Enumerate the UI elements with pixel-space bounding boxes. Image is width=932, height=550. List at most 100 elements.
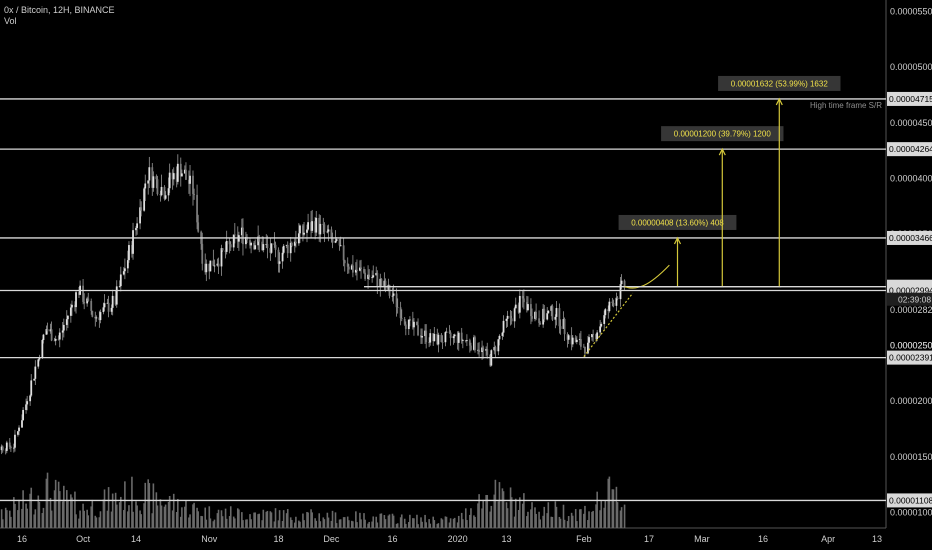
volume-bar bbox=[559, 518, 562, 528]
candle-body bbox=[183, 169, 186, 174]
volume-bar bbox=[82, 503, 84, 528]
volume-bar bbox=[115, 504, 118, 528]
volume-bar bbox=[63, 485, 65, 528]
volume-bar bbox=[570, 512, 573, 528]
volume-bar bbox=[232, 516, 235, 528]
candle-body bbox=[420, 335, 422, 338]
volume-bar bbox=[14, 503, 16, 528]
volume-bar bbox=[175, 511, 178, 528]
volume-bar bbox=[323, 519, 326, 528]
volume-bar bbox=[592, 510, 594, 528]
candle-body bbox=[135, 227, 137, 231]
candle-body bbox=[559, 326, 562, 329]
candle-body bbox=[163, 186, 166, 199]
candle-body bbox=[54, 338, 57, 341]
x-tick-label: 16 bbox=[387, 534, 397, 544]
volume-bar bbox=[86, 509, 88, 528]
candle-body bbox=[620, 280, 623, 285]
candle-body bbox=[167, 188, 170, 196]
volume-bar bbox=[395, 523, 398, 528]
volume-bar bbox=[433, 520, 436, 528]
candle-body bbox=[303, 232, 305, 235]
price-tag bbox=[887, 493, 932, 508]
volume-bar bbox=[387, 515, 390, 528]
volume-bar bbox=[70, 494, 72, 528]
candle-body bbox=[110, 307, 113, 312]
candle-body bbox=[428, 342, 431, 343]
candle-body bbox=[449, 332, 452, 339]
volume-bar bbox=[164, 504, 167, 528]
volume-bar bbox=[514, 498, 517, 528]
candle-body bbox=[433, 333, 436, 342]
volume-bar bbox=[550, 516, 553, 528]
volume-bar bbox=[474, 516, 476, 528]
candle-body bbox=[213, 265, 216, 267]
volume-bar bbox=[291, 519, 293, 528]
volume-bar bbox=[498, 482, 501, 528]
x-tick-label: 13 bbox=[501, 534, 511, 544]
volume-bar bbox=[542, 515, 544, 528]
candle-body bbox=[50, 329, 53, 341]
volume-bar bbox=[0, 509, 3, 528]
candle-body bbox=[371, 277, 374, 279]
candle-body bbox=[156, 179, 159, 195]
volume-bar bbox=[118, 502, 121, 528]
volume-bar bbox=[42, 507, 45, 528]
volume-bar bbox=[584, 505, 586, 528]
volume-bar bbox=[578, 509, 581, 528]
volume-bar bbox=[322, 517, 325, 528]
y-tick-label: 0.00001000 bbox=[890, 507, 932, 517]
candle-body bbox=[543, 308, 546, 320]
volume-bar bbox=[409, 514, 411, 528]
candle-body bbox=[282, 245, 285, 253]
candle-body bbox=[335, 239, 338, 241]
candle-body bbox=[360, 267, 362, 270]
volume-bar bbox=[571, 515, 574, 528]
candle-body bbox=[192, 175, 194, 194]
candle-body bbox=[25, 404, 27, 410]
candle-body bbox=[69, 307, 72, 316]
candle-body bbox=[567, 335, 570, 340]
candle-body bbox=[136, 223, 138, 228]
volume-bar bbox=[128, 505, 130, 528]
volume-bar bbox=[547, 502, 550, 528]
candle-body bbox=[339, 245, 342, 247]
candle-body bbox=[534, 312, 536, 319]
volume-bar bbox=[554, 501, 557, 528]
candle-body bbox=[139, 207, 141, 224]
candle-body bbox=[4, 450, 7, 452]
volume-bar bbox=[50, 510, 53, 528]
candle-body bbox=[61, 330, 64, 333]
candle-body bbox=[225, 241, 228, 252]
volume-bar bbox=[49, 497, 52, 528]
volume-bar bbox=[299, 521, 301, 528]
candle-body bbox=[65, 319, 68, 325]
volume-bar bbox=[102, 499, 105, 528]
volume-bar bbox=[269, 511, 272, 528]
candle-body bbox=[91, 310, 94, 317]
candle-body bbox=[1, 446, 4, 451]
volume-bar bbox=[17, 510, 19, 528]
candle-body bbox=[514, 304, 517, 309]
candle-body bbox=[347, 266, 350, 270]
volume-bar bbox=[530, 509, 532, 528]
candle-body bbox=[432, 333, 435, 342]
volume-bar bbox=[464, 508, 467, 528]
candle-body bbox=[456, 334, 459, 343]
candle-body bbox=[342, 245, 345, 261]
candle-body bbox=[98, 317, 101, 321]
candle-body bbox=[570, 335, 573, 345]
volume-bar bbox=[490, 505, 493, 528]
candle-body bbox=[197, 222, 200, 232]
volume-bar bbox=[421, 521, 423, 528]
volume-bar bbox=[388, 514, 391, 528]
candle-body bbox=[424, 330, 426, 337]
volume-bar bbox=[555, 506, 558, 528]
candle-body bbox=[611, 301, 614, 303]
volume-bar bbox=[298, 520, 300, 528]
candle-body bbox=[457, 332, 460, 343]
candle-body bbox=[554, 316, 557, 320]
candle-body bbox=[94, 316, 97, 319]
